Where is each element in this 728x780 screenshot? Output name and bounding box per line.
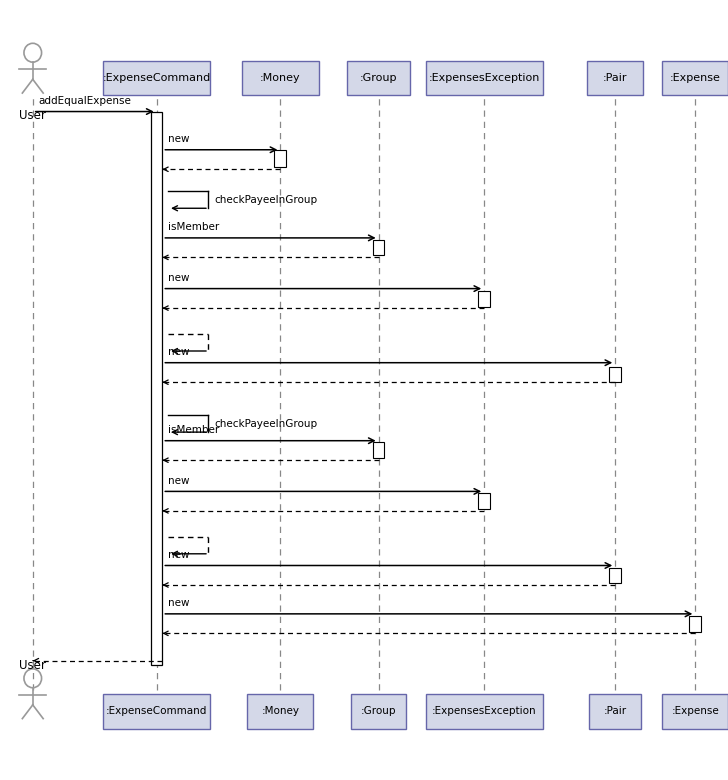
Text: checkPayeeInGroup: checkPayeeInGroup <box>214 195 317 204</box>
FancyBboxPatch shape <box>103 694 210 729</box>
Text: :Money: :Money <box>260 73 301 83</box>
Text: :Group: :Group <box>360 73 397 83</box>
Bar <box>274 150 286 167</box>
Text: new: new <box>168 598 190 608</box>
Text: :ExpenseCommand: :ExpenseCommand <box>103 73 210 83</box>
Text: :Pair: :Pair <box>603 73 628 83</box>
FancyBboxPatch shape <box>248 694 314 729</box>
Text: new: new <box>168 550 190 560</box>
Bar <box>609 568 621 583</box>
FancyBboxPatch shape <box>351 694 406 729</box>
Text: :ExpensesException: :ExpensesException <box>429 73 539 83</box>
Text: :ExpenseCommand: :ExpenseCommand <box>106 707 207 716</box>
Text: isMember: isMember <box>168 425 219 435</box>
FancyBboxPatch shape <box>347 61 410 95</box>
Bar <box>478 493 490 509</box>
Text: :Group: :Group <box>361 707 396 716</box>
FancyBboxPatch shape <box>425 694 543 729</box>
FancyBboxPatch shape <box>103 61 210 95</box>
Bar <box>609 367 621 382</box>
Text: new: new <box>168 476 190 486</box>
Text: addEqualExpense: addEqualExpense <box>39 96 132 106</box>
Text: :Pair: :Pair <box>604 707 627 716</box>
Text: new: new <box>168 134 190 144</box>
Bar <box>689 616 701 632</box>
Text: :Expense: :Expense <box>671 707 719 716</box>
Text: new: new <box>168 273 190 283</box>
Bar <box>373 442 384 458</box>
Text: :ExpensesException: :ExpensesException <box>432 707 537 716</box>
Text: isMember: isMember <box>168 222 219 232</box>
FancyBboxPatch shape <box>425 61 543 95</box>
FancyBboxPatch shape <box>590 694 641 729</box>
Text: User: User <box>20 109 46 122</box>
FancyBboxPatch shape <box>662 694 728 729</box>
FancyBboxPatch shape <box>587 61 643 95</box>
Text: :Money: :Money <box>261 707 299 716</box>
Text: checkPayeeInGroup: checkPayeeInGroup <box>214 419 317 428</box>
FancyBboxPatch shape <box>242 61 319 95</box>
Bar <box>478 291 490 307</box>
FancyBboxPatch shape <box>662 61 728 95</box>
Text: User: User <box>20 659 46 672</box>
Text: :Expense: :Expense <box>670 73 721 83</box>
Bar <box>373 240 384 255</box>
Text: new: new <box>168 347 190 357</box>
Bar <box>151 112 162 665</box>
